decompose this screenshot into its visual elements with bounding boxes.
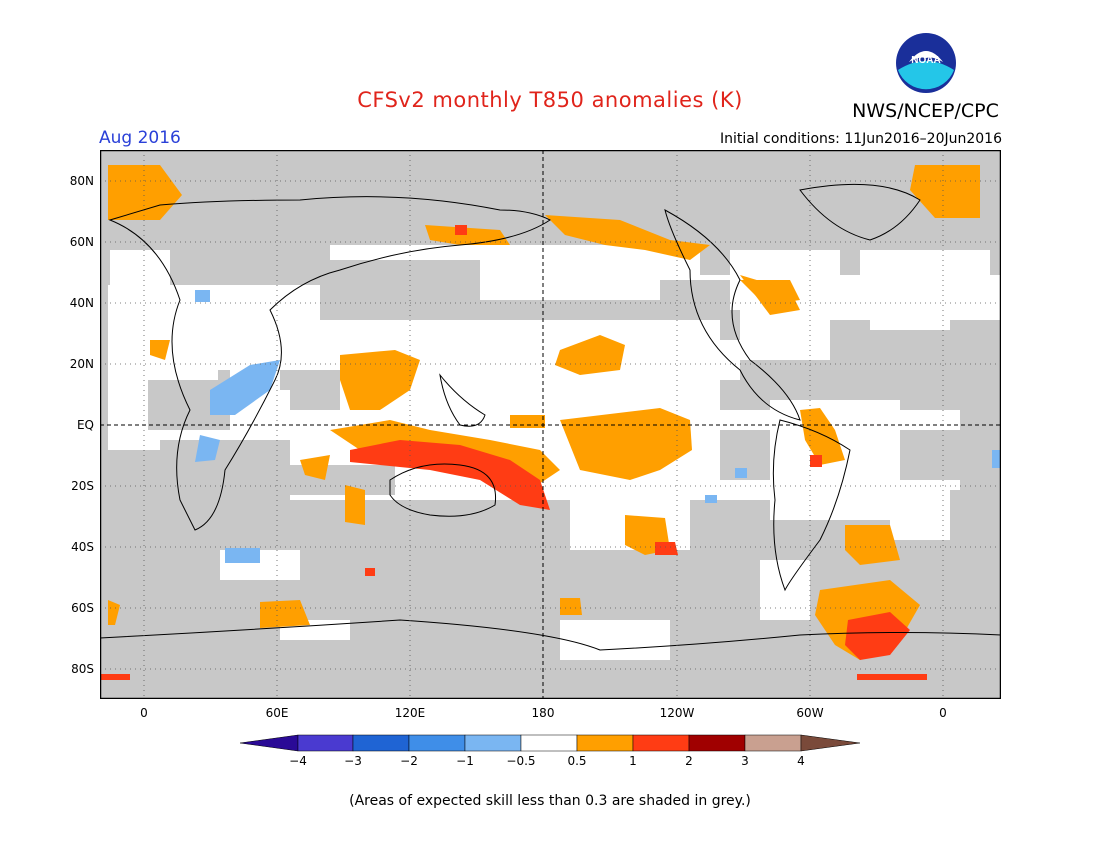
lon-tick: 0	[140, 706, 148, 720]
lon-tick: 120E	[394, 706, 426, 720]
strong-anomalies	[100, 225, 927, 680]
lat-tick: 80N	[69, 174, 94, 188]
colorbar-label: 0.5	[567, 754, 587, 768]
lat-tick: EQ	[76, 418, 94, 432]
lon-tick: 0	[939, 706, 947, 720]
colorbar-label: 2	[685, 754, 693, 768]
noaa-logo: NOAA	[896, 33, 956, 93]
coastlines	[100, 183, 1001, 651]
skill-note: (Areas of expected skill less than 0.3 a…	[349, 793, 751, 809]
map-title: CFSv2 monthly T850 anomalies (K)	[357, 88, 743, 112]
colorbar-label: −2	[400, 754, 418, 768]
forecast-period: Aug 2016	[99, 128, 181, 148]
lat-tick: 60S	[71, 601, 94, 615]
colorbar-label: −1	[456, 754, 474, 768]
lat-tick: 40N	[69, 296, 94, 310]
lat-tick: 20S	[71, 479, 94, 493]
colorbar-label: −3	[344, 754, 362, 768]
initial-conditions: Initial conditions: 11Jun2016–20Jun2016	[719, 131, 1002, 147]
lon-tick: 120W	[659, 706, 695, 720]
lat-tick: 40S	[71, 540, 94, 554]
negative-anomalies	[195, 290, 1001, 563]
lat-tick: 60N	[69, 235, 94, 249]
anomaly-map	[100, 150, 1001, 699]
colorbar-label: 1	[629, 754, 637, 768]
graticule	[100, 150, 1001, 699]
lon-tick: 60E	[265, 706, 289, 720]
colorbar-label: 4	[797, 754, 805, 768]
agency-label: NWS/NCEP/CPC	[852, 100, 999, 122]
lat-tick: 20N	[69, 357, 94, 371]
colorbar-label: 3	[741, 754, 749, 768]
colorbar-label: −0.5	[506, 754, 536, 768]
lon-tick: 60W	[796, 706, 824, 720]
colorbar-label: −4	[289, 754, 307, 768]
lon-tick: 180	[531, 706, 555, 720]
colorbar	[240, 734, 860, 752]
logo-text: NOAA	[911, 55, 940, 66]
lat-tick: 80S	[71, 662, 94, 676]
